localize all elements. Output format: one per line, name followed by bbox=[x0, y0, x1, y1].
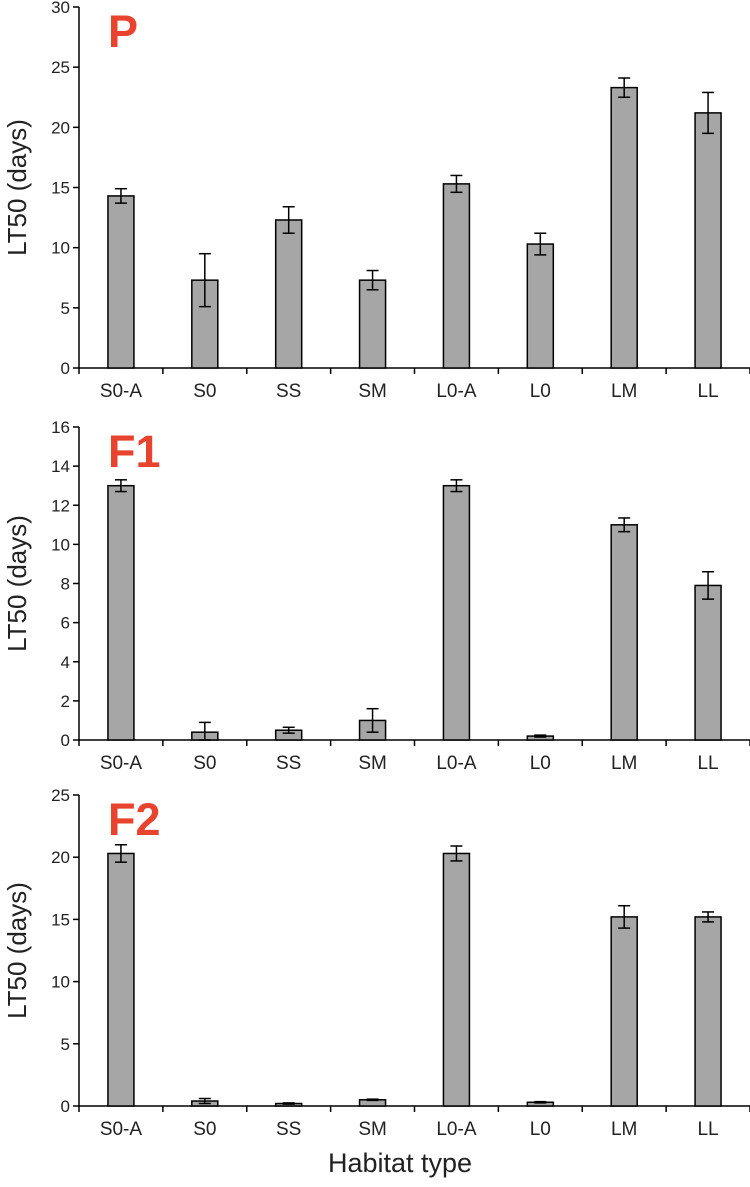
x-tick-label: LL bbox=[697, 381, 718, 402]
y-tick-label: 6 bbox=[61, 614, 70, 633]
y-tick-label: 10 bbox=[51, 535, 70, 554]
y-axis-title: LT50 (days) bbox=[2, 882, 32, 1019]
y-tick-label: 15 bbox=[51, 910, 70, 929]
y-tick-label: 2 bbox=[61, 692, 70, 711]
y-tick-label: 0 bbox=[61, 731, 70, 750]
y-tick-label: 20 bbox=[51, 118, 70, 137]
y-axis-title: LT50 (days) bbox=[2, 119, 32, 256]
x-tick-label: S0 bbox=[193, 753, 216, 774]
bar-s0-a bbox=[107, 484, 135, 741]
y-tick-label: 25 bbox=[51, 786, 70, 805]
bar-l0-a bbox=[442, 852, 471, 1107]
x-tick-label: LL bbox=[697, 1119, 718, 1140]
bar-lm bbox=[610, 86, 638, 369]
x-tick-label: L0-A bbox=[436, 1119, 476, 1140]
y-tick-label: 25 bbox=[51, 58, 70, 77]
x-axis-title: Habitat type bbox=[328, 1148, 472, 1178]
bar-l0-a bbox=[442, 183, 471, 369]
y-tick-label: 5 bbox=[61, 1035, 70, 1054]
x-tick-label: SM bbox=[358, 381, 387, 402]
x-tick-label: L0-A bbox=[436, 381, 476, 402]
bar-ss bbox=[274, 219, 303, 369]
bar-lm bbox=[610, 524, 638, 741]
panel-label: P bbox=[108, 6, 138, 57]
y-tick-label: 0 bbox=[61, 359, 70, 378]
y-axis-title: LT50 (days) bbox=[2, 515, 32, 652]
x-tick-label: S0-A bbox=[100, 1119, 143, 1140]
bar-sm bbox=[358, 279, 387, 369]
y-tick-label: 30 bbox=[51, 0, 70, 17]
x-tick-label: LM bbox=[611, 381, 637, 402]
bar-l0-a bbox=[442, 484, 471, 741]
x-tick-label: SS bbox=[276, 381, 301, 402]
y-tick-label: 8 bbox=[61, 575, 70, 594]
panel-p: 0 5 10 15 20 25 30 S0-A S0 SS SM L0-A L0 LM LL LT50 (da… bbox=[2, 0, 750, 402]
bar-ll bbox=[694, 916, 722, 1107]
x-tick-label: S0 bbox=[193, 1119, 216, 1140]
bar-lm bbox=[610, 916, 638, 1107]
y-tick-label: 14 bbox=[51, 457, 70, 476]
x-tick-label: SM bbox=[358, 753, 387, 774]
y-tick-label: 4 bbox=[61, 653, 70, 672]
bar-s0-a bbox=[107, 195, 135, 369]
panel-f2: 0 5 10 15 20 25 S0-A S0 SS SM L0-A L0 LM LL LT50 (days… bbox=[2, 786, 750, 1140]
panel-label: F1 bbox=[108, 426, 161, 477]
bar-ll bbox=[694, 584, 722, 741]
bar-s0-a bbox=[107, 852, 135, 1107]
x-tick-label: SS bbox=[276, 1119, 301, 1140]
x-tick-label: LM bbox=[611, 753, 637, 774]
x-tick-label: LL bbox=[697, 753, 718, 774]
y-tick-label: 0 bbox=[61, 1097, 70, 1116]
y-tick-label: 15 bbox=[51, 179, 70, 198]
x-tick-label: L0 bbox=[530, 1119, 551, 1140]
x-tick-label: SS bbox=[276, 753, 301, 774]
y-tick-label: 16 bbox=[51, 418, 70, 437]
x-tick-label: LM bbox=[611, 1119, 637, 1140]
x-tick-label: L0-A bbox=[436, 753, 476, 774]
panel-label: F2 bbox=[108, 794, 161, 845]
y-tick-label: 10 bbox=[51, 239, 70, 258]
y-tick-label: 12 bbox=[51, 496, 70, 515]
x-tick-label: S0-A bbox=[100, 753, 143, 774]
bar-l0 bbox=[526, 243, 555, 369]
x-tick-label: L0 bbox=[530, 381, 551, 402]
x-tick-label: SM bbox=[358, 1119, 387, 1140]
x-tick-label: L0 bbox=[530, 753, 551, 774]
y-tick-label: 10 bbox=[51, 973, 70, 992]
y-tick-label: 20 bbox=[51, 848, 70, 867]
x-tick-label: S0 bbox=[193, 381, 216, 402]
y-tick-label: 5 bbox=[61, 299, 70, 318]
bar-ll bbox=[694, 112, 722, 369]
x-tick-label: S0-A bbox=[100, 381, 143, 402]
panel-f1: 0 2 4 6 8 10 12 14 16 S0-A S0 SS SM L0-A L0 LM LL LT50 (d… bbox=[2, 418, 750, 774]
